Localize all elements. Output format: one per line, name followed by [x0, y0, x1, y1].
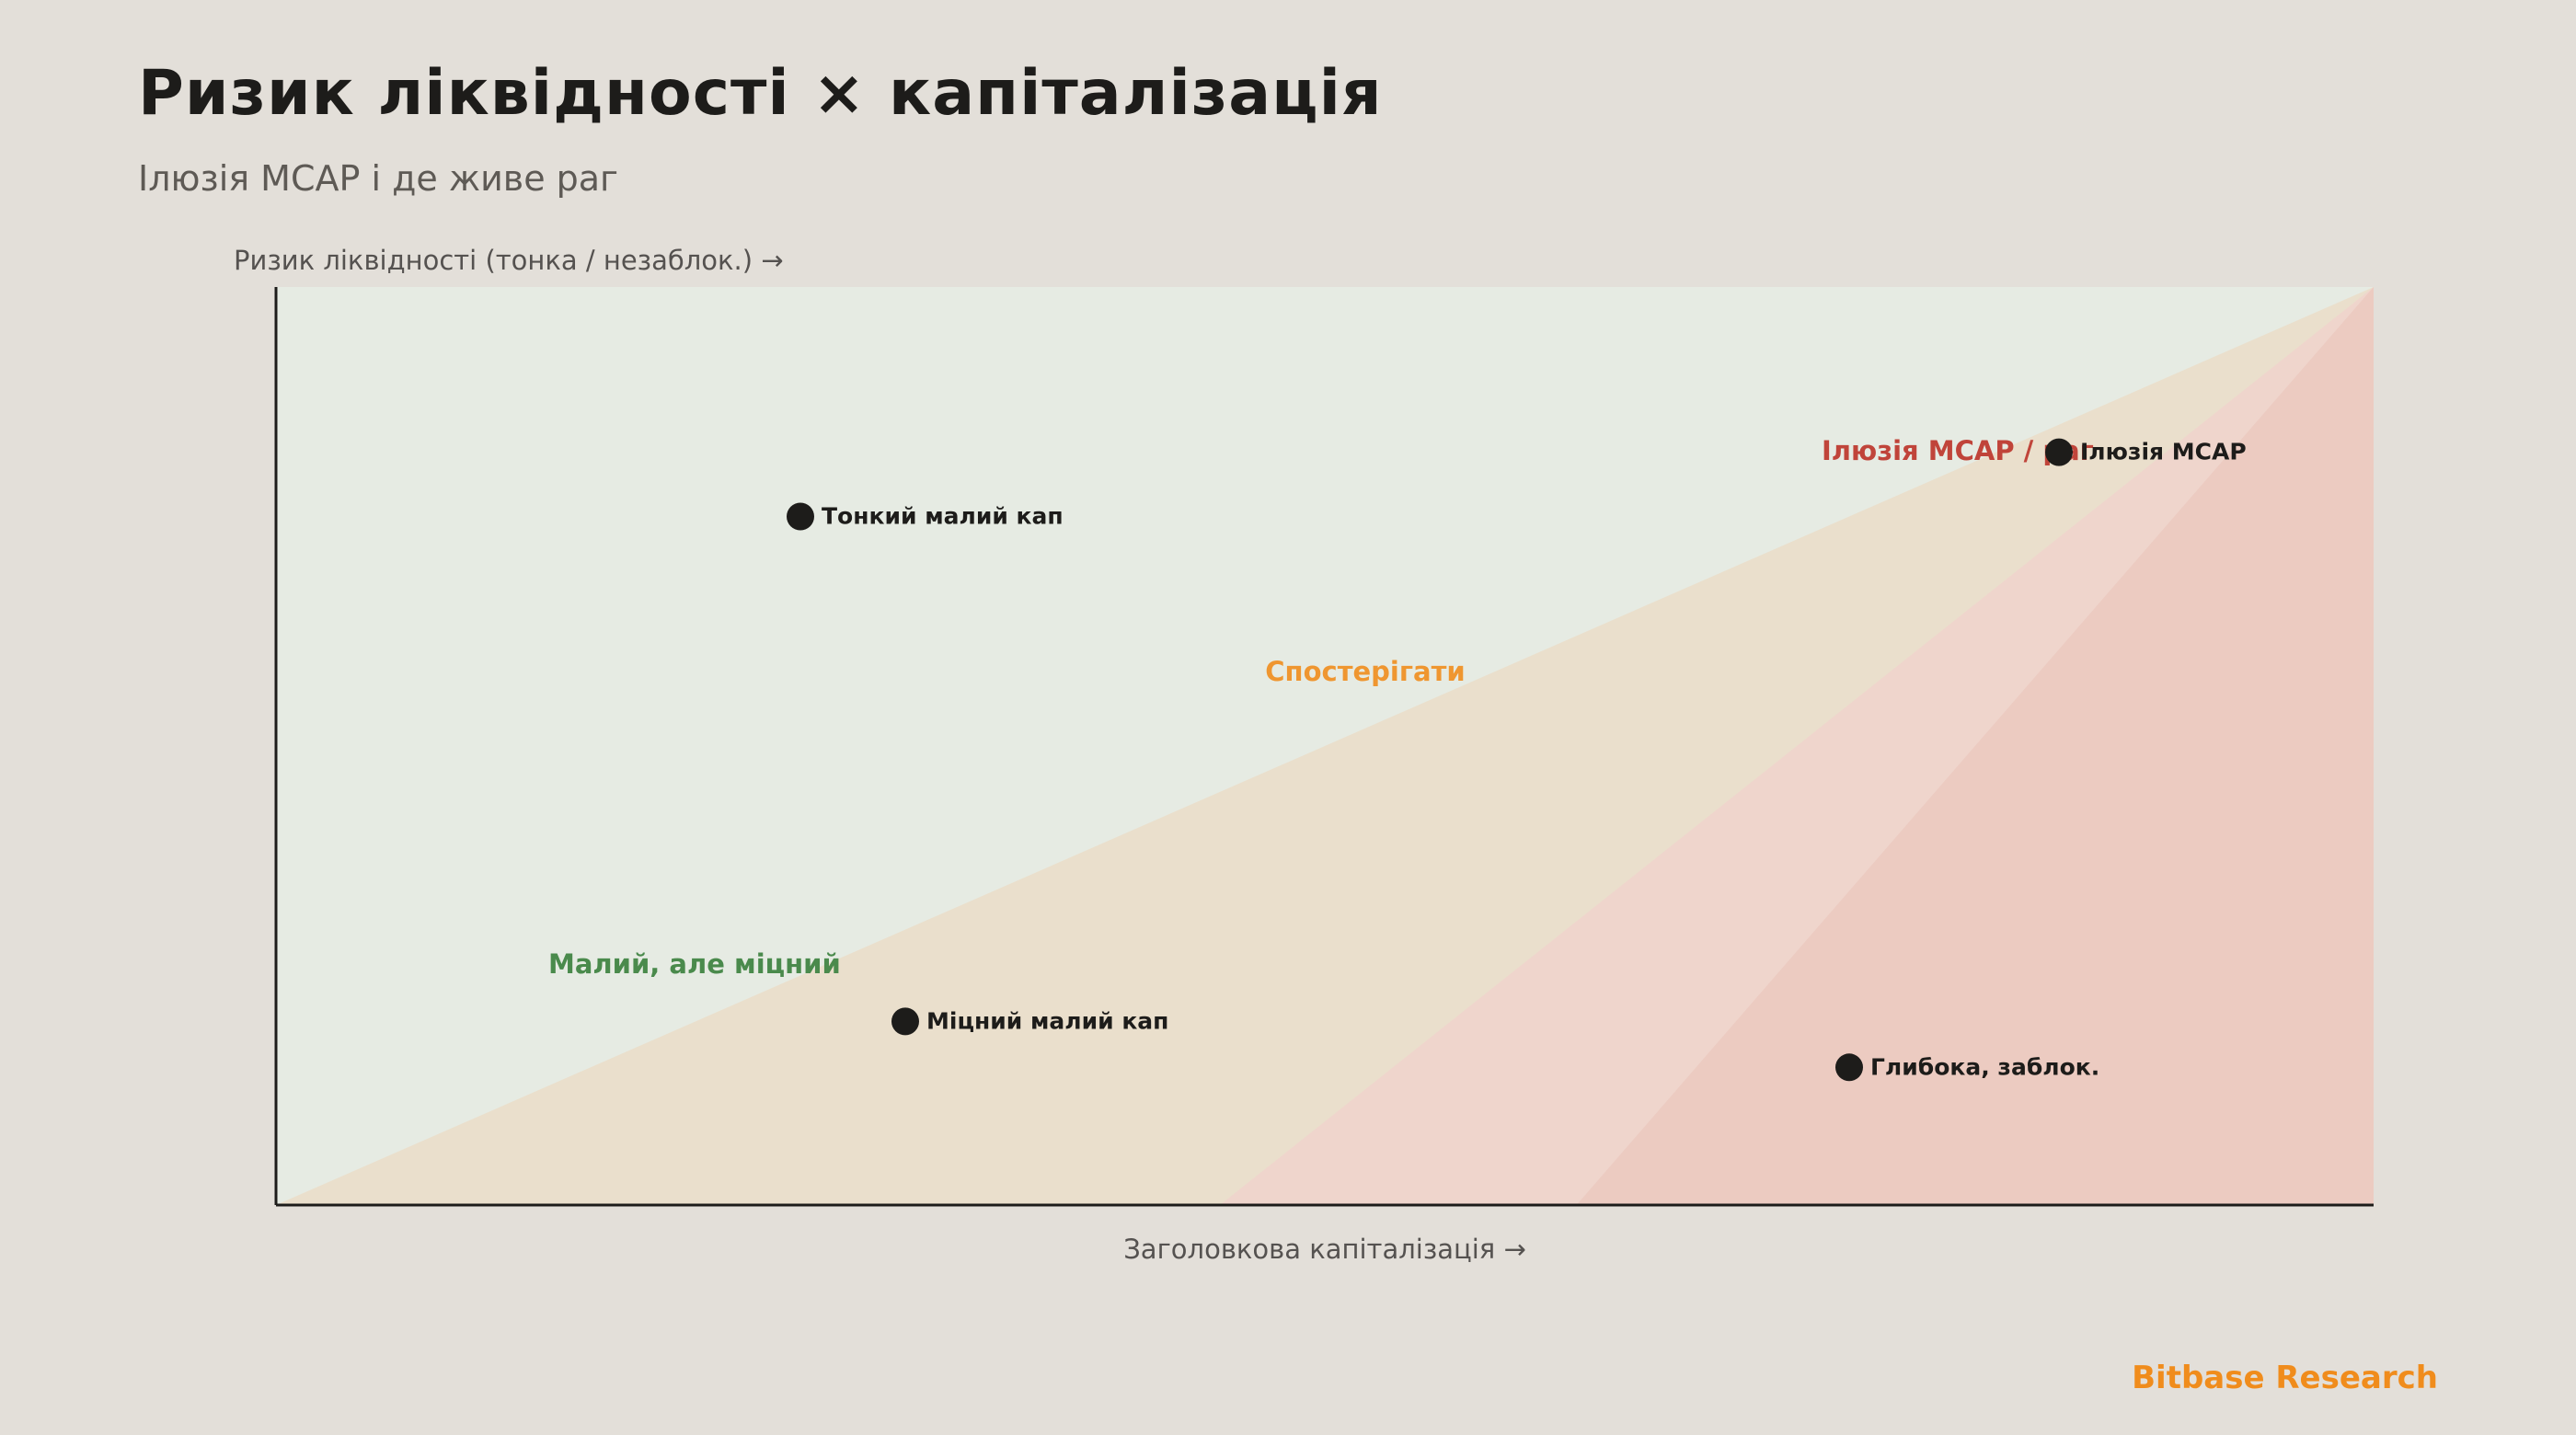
zone-label: Малий, але міцний [548, 948, 841, 980]
data-point [787, 502, 814, 531]
points-layer: Тонкий малий кап Міцний малий кап Ілюзія M… [787, 438, 2247, 1082]
data-point [891, 1007, 919, 1036]
chart-subtitle: Ілюзія MCAP і де живе раг [138, 158, 619, 199]
zone-label: Спостерігати [1265, 656, 1465, 687]
data-point-label: Глибока, заблок. [1870, 1053, 2099, 1080]
zones-layer [276, 287, 2374, 1205]
zone-illusion-core [1576, 287, 2374, 1205]
brand-label: Bitbase Research [2132, 1360, 2438, 1396]
chart-title: Ризик ліквідності × капіталізація [138, 57, 1383, 130]
data-point-label: Ілюзія MCAP [2080, 439, 2247, 465]
zone-illusion-area [1220, 287, 2374, 1205]
y-axis-label: Ризик ліквідності (тонка / незаблок.) → [234, 245, 784, 276]
data-point [1835, 1053, 1863, 1082]
x-axis-label: Заголовкова капіталізація → [1123, 1234, 1526, 1265]
data-point-label: Міцний малий кап [926, 1007, 1168, 1034]
axes-layer [274, 287, 2374, 1207]
data-point [2045, 438, 2073, 466]
data-point-label: Тонкий малий кап [822, 503, 1064, 530]
